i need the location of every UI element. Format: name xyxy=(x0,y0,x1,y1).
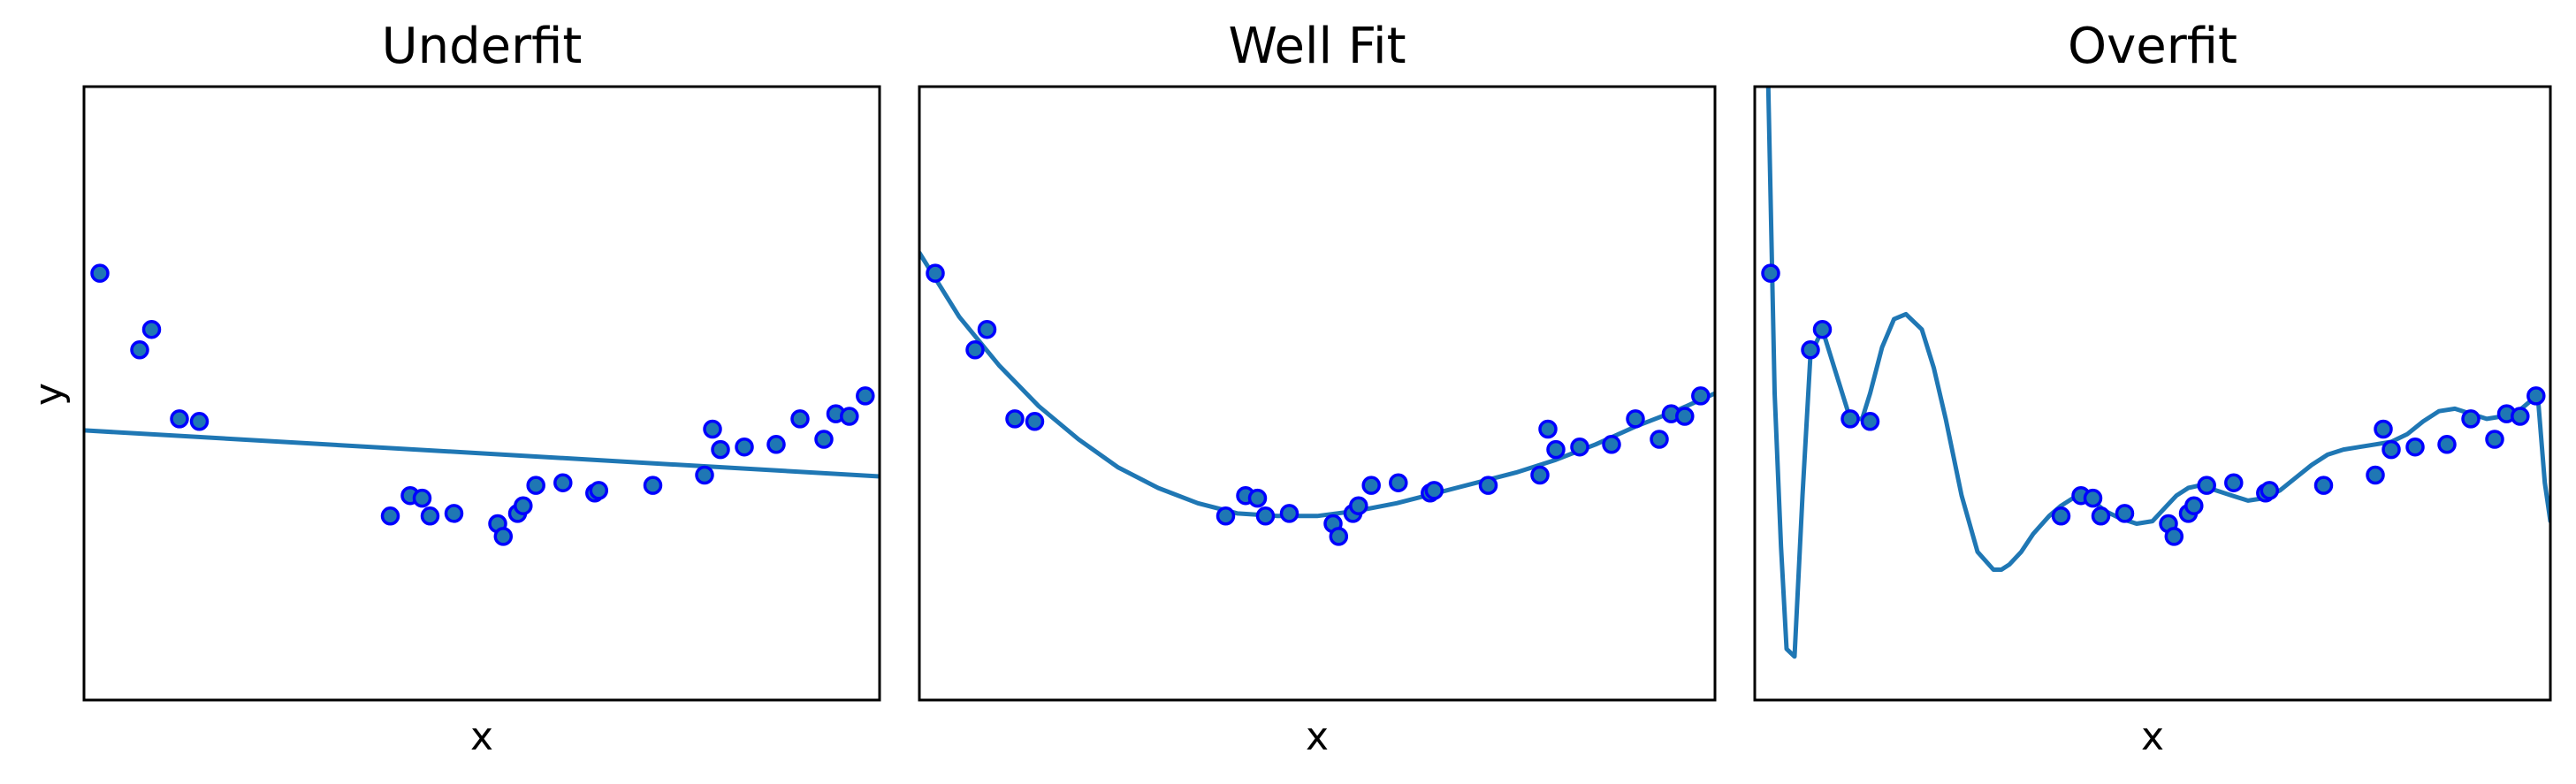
data-point xyxy=(553,473,573,492)
data-point xyxy=(790,409,810,429)
plot-frame xyxy=(918,85,1717,702)
data-point xyxy=(2197,476,2216,495)
fit-line xyxy=(84,428,880,479)
panel-title: Overfit xyxy=(2068,18,2237,75)
data-point xyxy=(2374,419,2393,439)
data-point xyxy=(711,439,730,460)
data-point xyxy=(1841,409,1860,429)
data-point xyxy=(1530,465,1550,485)
x-axis-label: x xyxy=(1306,714,1329,759)
panel-underfit: Underfit x y xyxy=(27,18,881,759)
data-point xyxy=(412,488,432,508)
data-point xyxy=(2382,439,2401,460)
data-point xyxy=(90,263,110,283)
data-point xyxy=(1025,412,1045,431)
data-point xyxy=(2224,473,2244,492)
data-point xyxy=(2115,504,2135,523)
data-point xyxy=(643,476,663,495)
data-point xyxy=(444,504,464,523)
data-point xyxy=(766,435,786,454)
data-point xyxy=(1279,504,1299,523)
x-axis-label: x xyxy=(470,714,493,759)
plot-frame xyxy=(1753,85,2552,702)
data-point xyxy=(814,430,834,449)
data-point xyxy=(977,319,997,339)
data-point xyxy=(1538,419,1558,439)
y-axis-label: y xyxy=(27,383,72,406)
data-point xyxy=(514,496,533,515)
data-point xyxy=(1801,340,1820,360)
plot-area xyxy=(1761,87,2550,659)
data-point xyxy=(1255,506,1276,526)
fit-line xyxy=(1765,87,2550,659)
data-point xyxy=(2511,407,2530,426)
data-point xyxy=(2164,527,2184,546)
data-point xyxy=(926,263,945,283)
panel-title: Well Fit xyxy=(1228,18,1406,75)
data-point xyxy=(695,465,714,485)
data-point xyxy=(1650,430,1669,449)
data-point xyxy=(2260,481,2280,500)
data-point xyxy=(420,506,440,526)
panel-title: Underfit xyxy=(382,18,583,75)
data-point xyxy=(1570,437,1589,457)
plot-frame xyxy=(82,85,881,702)
data-point xyxy=(2313,476,2334,495)
data-point xyxy=(1247,488,1268,508)
data-point xyxy=(1329,527,1349,546)
data-point xyxy=(189,412,210,431)
data-point xyxy=(1626,409,1645,429)
data-point xyxy=(1761,263,1780,283)
data-point xyxy=(1424,481,1444,500)
data-point xyxy=(1691,386,1711,406)
data-point xyxy=(589,481,609,500)
data-point xyxy=(2083,488,2103,508)
data-point xyxy=(856,386,875,406)
data-point xyxy=(130,340,149,360)
data-point xyxy=(493,527,514,546)
data-point xyxy=(2091,506,2111,526)
data-point xyxy=(1860,412,1880,431)
data-point xyxy=(1389,473,1408,492)
data-point xyxy=(2485,430,2504,449)
data-point xyxy=(2051,506,2071,526)
data-point xyxy=(170,409,189,429)
data-point xyxy=(2461,409,2481,429)
data-point xyxy=(735,437,754,457)
data-point xyxy=(2184,496,2204,515)
data-point xyxy=(526,476,545,495)
fit-line xyxy=(919,250,1715,519)
plot-area xyxy=(919,250,1715,546)
x-axis-label: x xyxy=(2141,714,2164,759)
data-point xyxy=(1602,435,1621,454)
data-point xyxy=(1216,506,1236,526)
data-point xyxy=(1478,476,1498,495)
data-point xyxy=(2405,437,2425,457)
data-point xyxy=(1349,496,1368,515)
data-point xyxy=(1546,439,1566,460)
plot-area xyxy=(84,263,880,546)
data-point xyxy=(703,419,722,439)
data-point xyxy=(380,506,400,526)
data-point xyxy=(2526,386,2546,406)
data-point xyxy=(1675,407,1695,426)
data-point xyxy=(965,340,985,360)
panel-well-fit: Well Fit x xyxy=(918,18,1717,759)
data-point xyxy=(840,407,859,426)
data-point xyxy=(2437,435,2457,454)
data-point xyxy=(1361,476,1381,495)
data-point xyxy=(1812,319,1833,339)
data-point xyxy=(141,319,162,339)
data-point xyxy=(2366,465,2385,485)
panel-overfit: Overfit x xyxy=(1753,18,2552,759)
data-point xyxy=(1005,409,1025,429)
